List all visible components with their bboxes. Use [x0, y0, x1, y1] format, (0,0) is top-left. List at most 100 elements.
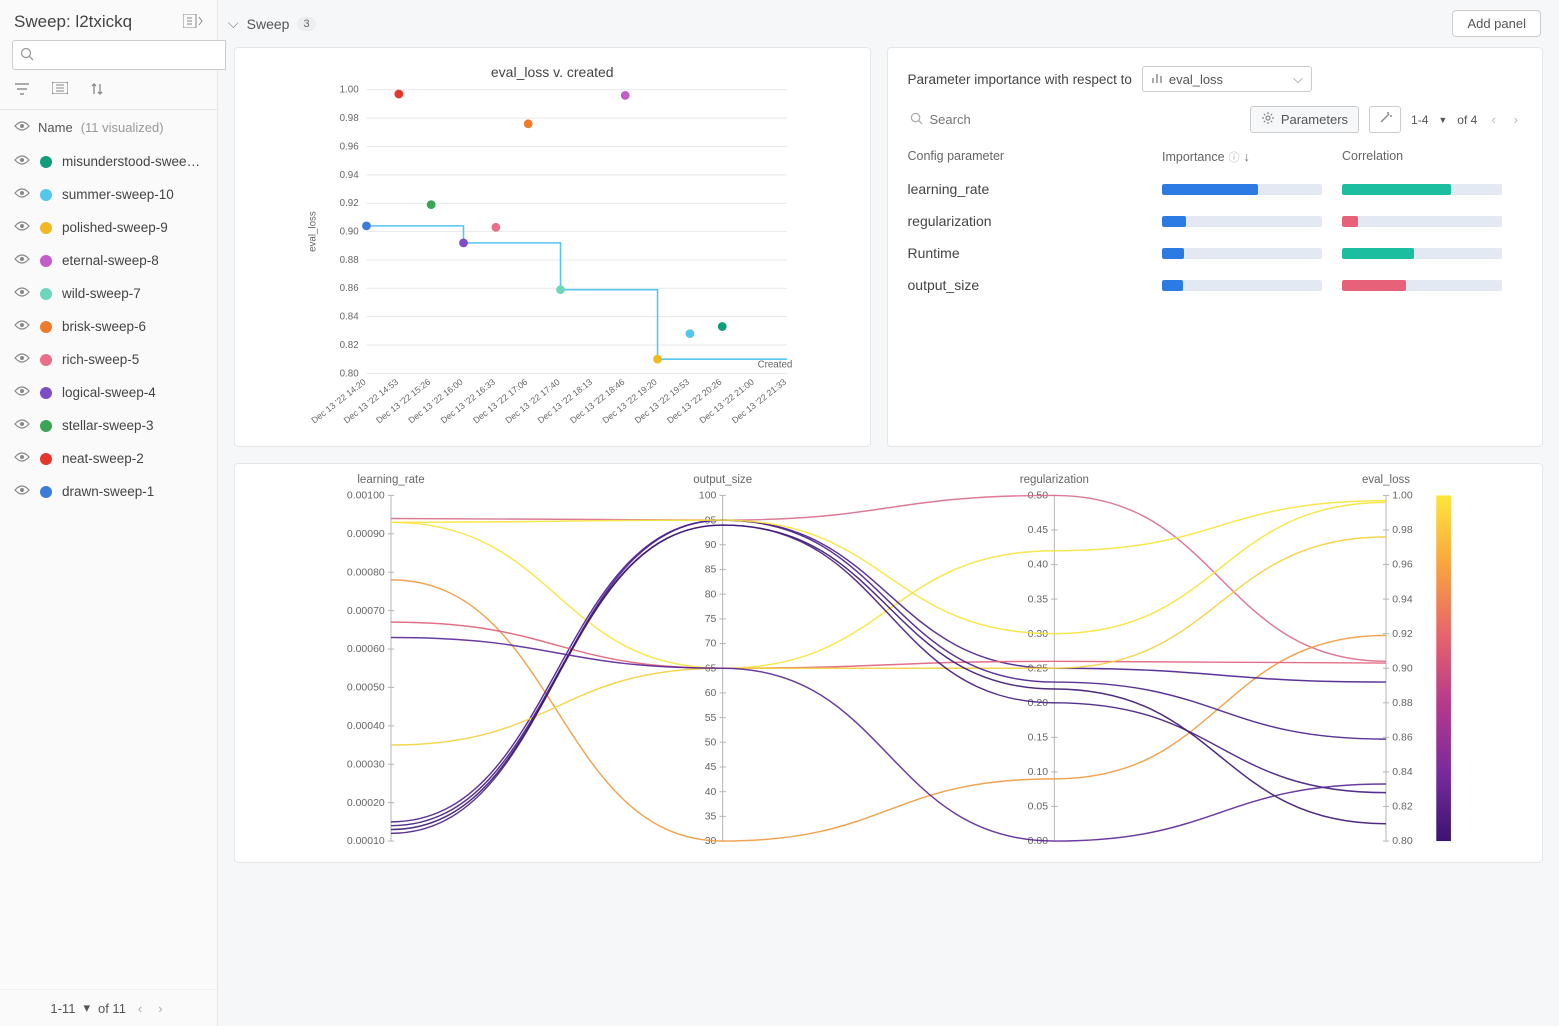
- run-item[interactable]: polished-sweep-9: [0, 211, 217, 244]
- svg-text:0.10: 0.10: [1028, 767, 1049, 778]
- prev-page-icon[interactable]: ‹: [134, 1001, 146, 1016]
- sort-icon[interactable]: [90, 82, 104, 99]
- color-dot: [40, 156, 52, 168]
- color-dot: [40, 387, 52, 399]
- color-dot: [40, 189, 52, 201]
- collapse-icon[interactable]: [183, 14, 203, 31]
- svg-text:80: 80: [705, 589, 717, 600]
- main-content: ⌵ Sweep 3 Add panel eval_loss v. created…: [218, 0, 1559, 1026]
- run-item[interactable]: rich-sweep-5: [0, 343, 217, 376]
- eye-icon[interactable]: [14, 451, 30, 466]
- svg-text:0.86: 0.86: [1392, 733, 1413, 744]
- svg-text:0.00010: 0.00010: [347, 836, 385, 847]
- svg-text:regularization: regularization: [1020, 474, 1089, 486]
- magic-wand-button[interactable]: [1369, 106, 1401, 133]
- run-name: stellar-sweep-3: [62, 418, 154, 433]
- add-panel-button[interactable]: Add panel: [1452, 10, 1541, 37]
- next-icon[interactable]: ›: [1510, 112, 1522, 127]
- eye-icon[interactable]: [14, 187, 30, 202]
- param-name: Runtime: [908, 245, 1163, 261]
- chevron-down-icon: ⌵: [1293, 71, 1303, 87]
- parallel-coords-chart[interactable]: learning_rate0.001000.000900.000800.0007…: [235, 464, 1542, 862]
- svg-text:0.20: 0.20: [1028, 698, 1049, 709]
- correlation-bar: [1342, 248, 1502, 259]
- group-icon[interactable]: [52, 82, 68, 99]
- svg-text:1.00: 1.00: [340, 85, 360, 96]
- importance-row: learning_rate: [908, 173, 1523, 205]
- section-title: Sweep: [247, 16, 290, 32]
- svg-text:learning_rate: learning_rate: [357, 474, 424, 486]
- run-item[interactable]: drawn-sweep-1: [0, 475, 217, 508]
- svg-text:60: 60: [705, 688, 717, 699]
- svg-text:0.00030: 0.00030: [347, 759, 385, 770]
- next-page-icon[interactable]: ›: [154, 1001, 166, 1016]
- importance-bar: [1162, 184, 1322, 195]
- run-name: drawn-sweep-1: [62, 484, 154, 499]
- range-caret-icon[interactable]: ▾: [83, 1000, 90, 1016]
- run-name: logical-sweep-4: [62, 385, 156, 400]
- eye-icon[interactable]: [14, 319, 30, 334]
- run-item[interactable]: misunderstood-sweep-11: [0, 145, 217, 178]
- run-name: wild-sweep-7: [62, 286, 141, 301]
- param-name: output_size: [908, 277, 1163, 293]
- run-item[interactable]: neat-sweep-2: [0, 442, 217, 475]
- col-header-correlation[interactable]: Correlation: [1342, 149, 1522, 165]
- svg-text:0.15: 0.15: [1028, 733, 1049, 744]
- svg-text:45: 45: [705, 762, 717, 773]
- eye-icon[interactable]: [14, 154, 30, 169]
- svg-text:0.80: 0.80: [340, 368, 360, 379]
- svg-text:90: 90: [705, 540, 717, 551]
- run-item[interactable]: logical-sweep-4: [0, 376, 217, 409]
- svg-text:0.86: 0.86: [340, 283, 359, 294]
- eye-icon[interactable]: [14, 484, 30, 499]
- svg-text:85: 85: [705, 565, 717, 576]
- run-item[interactable]: wild-sweep-7: [0, 277, 217, 310]
- svg-text:Dec 13 '22 15:26: Dec 13 '22 15:26: [374, 377, 432, 426]
- run-item[interactable]: summer-sweep-10: [0, 178, 217, 211]
- param-name: regularization: [908, 213, 1163, 229]
- svg-text:0.96: 0.96: [340, 141, 359, 152]
- svg-text:0.94: 0.94: [340, 170, 360, 181]
- svg-text:Dec 13 '22 16:33: Dec 13 '22 16:33: [439, 377, 497, 426]
- prev-icon[interactable]: ‹: [1487, 112, 1499, 127]
- col-header-importance[interactable]: Importance ⓘ ↓: [1162, 149, 1342, 165]
- filter-icon[interactable]: [14, 82, 30, 99]
- eye-icon[interactable]: [14, 286, 30, 301]
- col-header-param[interactable]: Config parameter: [908, 149, 1163, 165]
- metric-select[interactable]: eval_loss ⌵: [1142, 66, 1312, 92]
- eye-icon[interactable]: [14, 220, 30, 235]
- range-caret-icon[interactable]: ▼: [1438, 115, 1447, 125]
- svg-text:0.00020: 0.00020: [347, 798, 385, 809]
- importance-bar: [1162, 280, 1322, 291]
- svg-text:0.96: 0.96: [1392, 560, 1413, 571]
- eye-icon[interactable]: [14, 418, 30, 433]
- run-item[interactable]: eternal-sweep-8: [0, 244, 217, 277]
- svg-text:55: 55: [705, 713, 717, 724]
- search-input[interactable]: [12, 40, 226, 70]
- svg-text:0.98: 0.98: [340, 113, 359, 124]
- svg-text:Dec 13 '22 14:20: Dec 13 '22 14:20: [309, 377, 367, 426]
- parameters-button[interactable]: Parameters: [1250, 106, 1359, 133]
- run-item[interactable]: stellar-sweep-3: [0, 409, 217, 442]
- section-caret-icon[interactable]: ⌵: [228, 15, 239, 32]
- eye-icon[interactable]: [14, 385, 30, 400]
- parallel-coords-panel: learning_rate0.001000.000900.000800.0007…: [234, 463, 1543, 863]
- eye-icon[interactable]: [14, 253, 30, 268]
- svg-text:0.00060: 0.00060: [347, 644, 385, 655]
- importance-row: regularization: [908, 205, 1523, 237]
- info-icon: ⓘ: [1229, 149, 1240, 165]
- importance-search-input[interactable]: [908, 108, 1240, 131]
- svg-text:Dec 13 '22 17:40: Dec 13 '22 17:40: [503, 377, 561, 426]
- svg-text:Dec 13 '22 20:26: Dec 13 '22 20:26: [665, 377, 723, 426]
- svg-text:0.94: 0.94: [1392, 594, 1413, 605]
- chart-title: eval_loss v. created: [245, 58, 860, 80]
- svg-text:75: 75: [705, 614, 717, 625]
- scatter-chart[interactable]: 0.800.820.840.860.880.900.920.940.960.98…: [245, 80, 860, 432]
- svg-text:0.00040: 0.00040: [347, 721, 385, 732]
- run-item[interactable]: brisk-sweep-6: [0, 310, 217, 343]
- svg-text:Dec 13 '22 14:53: Dec 13 '22 14:53: [342, 377, 400, 426]
- svg-text:0.92: 0.92: [340, 198, 359, 209]
- correlation-bar: [1342, 216, 1502, 227]
- run-name: brisk-sweep-6: [62, 319, 146, 334]
- eye-icon[interactable]: [14, 352, 30, 367]
